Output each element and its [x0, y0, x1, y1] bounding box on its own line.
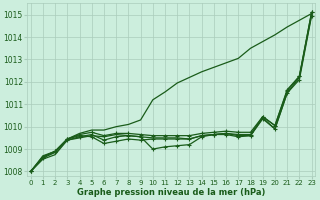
X-axis label: Graphe pression niveau de la mer (hPa): Graphe pression niveau de la mer (hPa) — [77, 188, 265, 197]
